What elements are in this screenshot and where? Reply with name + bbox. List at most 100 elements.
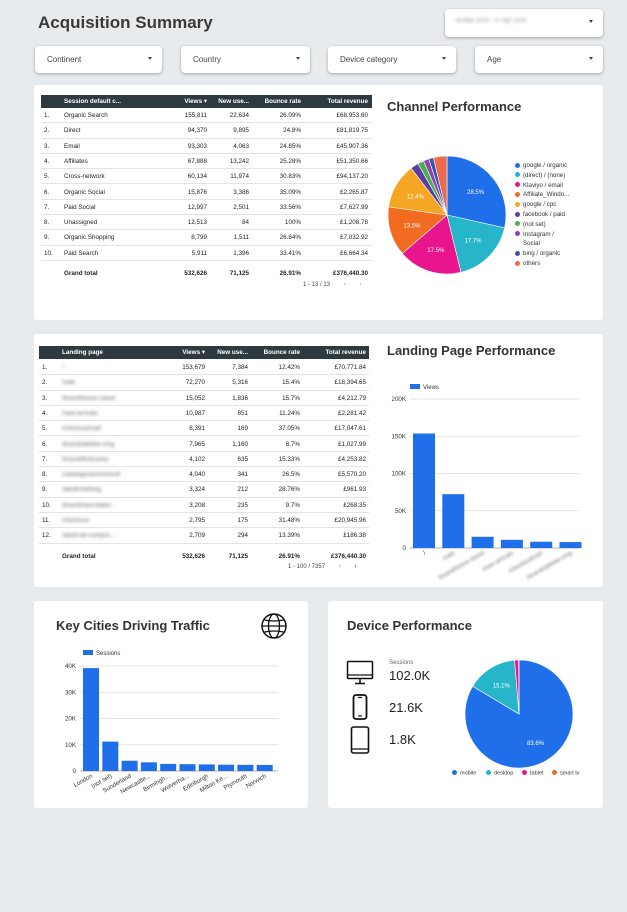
column-header[interactable]: New use... <box>218 98 249 105</box>
row-value: 94,370 <box>187 127 207 135</box>
device-performance-title: Device Performance <box>347 618 473 633</box>
bar[interactable] <box>218 764 235 771</box>
bar[interactable] <box>413 433 435 548</box>
row-value: 15.33% <box>278 455 300 463</box>
column-header[interactable]: Bounce rate <box>264 98 301 105</box>
next-page-icon[interactable]: › <box>359 282 362 288</box>
legend-item[interactable]: smart tv <box>552 770 580 777</box>
mobile-phone-icon <box>352 694 368 720</box>
bar[interactable] <box>160 763 177 771</box>
table-row[interactable]: 5. Cross-network 60,134 11,974 30.83% £94,137… <box>41 169 372 185</box>
table-row[interactable]: 5. /checkout/cart 8,391 169 37.05% £17,047.61 <box>39 421 369 437</box>
row-label: /checkout <box>62 517 89 524</box>
table-row[interactable]: 6. Organic Social 15,876 3,386 35.09% £2,265.… <box>41 185 372 200</box>
table-row[interactable]: 3. /brand/home-stand 15,052 1,836 15.7% £4,21… <box>39 391 369 406</box>
legend-item[interactable]: google / organic <box>515 162 567 169</box>
bar[interactable] <box>559 542 582 548</box>
table-row[interactable]: 4. /new-arrivals 10,987 851 11.24% £2,281.42 <box>39 406 369 422</box>
column-header[interactable]: New use... <box>217 349 248 356</box>
bar[interactable] <box>83 668 99 771</box>
row-value: £20,945.96 <box>334 517 366 524</box>
filter-age[interactable]: Age <box>475 46 603 73</box>
row-value: 24.8% <box>283 127 301 135</box>
bar[interactable] <box>179 764 196 771</box>
table-row[interactable]: 12. /adult-air-compre... 2,709 294 13.39% £18… <box>39 528 369 544</box>
bar[interactable] <box>198 764 215 771</box>
table-row[interactable]: 6. /brand/ablebe-ving 7,965 1,160 8.7% £1,027… <box>39 437 369 452</box>
table-row[interactable]: 1. / 153,679 7,384 12.42% £70,771.84 <box>39 360 369 376</box>
table-row[interactable]: 10. /brand/new-balan... 3,208 235 9.7% £268.3… <box>39 498 369 513</box>
legend-swatch <box>515 231 520 237</box>
table-row[interactable]: 2. Direct 94,370 9,895 24.8% £81,819.75 <box>41 123 372 139</box>
pie-slice[interactable] <box>401 214 462 275</box>
table-row[interactable]: 8. /catalogsearch/result 4,040 341 26.5% £5,5… <box>39 467 369 483</box>
row-value: 33.41% <box>279 249 301 257</box>
bar[interactable] <box>471 536 494 548</box>
legend-swatch <box>515 260 520 266</box>
legend-item[interactable]: others <box>515 260 540 267</box>
row-value: 5,911 <box>191 249 207 257</box>
table-row[interactable]: 3. Email 93,303 4,063 24.85% £45,907.36 <box>41 139 372 154</box>
bar[interactable] <box>256 764 273 771</box>
bar[interactable] <box>102 741 119 771</box>
column-header[interactable]: Landing page <box>62 349 103 356</box>
row-value: £17,047.61 <box>334 425 366 433</box>
row-value: £186.38 <box>343 532 366 540</box>
prev-page-icon[interactable]: ‹ <box>338 564 341 570</box>
pie-slice[interactable] <box>446 155 507 229</box>
legend-label: smart tv <box>560 770 580 777</box>
bar[interactable] <box>140 762 157 771</box>
legend-item[interactable]: Klaviyo / email <box>515 182 563 189</box>
table-row[interactable]: 8. Unassigned 12,513 84 100% £1,208.78 <box>41 215 372 231</box>
bar[interactable] <box>442 494 465 548</box>
row-value: 30.83% <box>279 173 301 181</box>
table-row[interactable]: 7. /brand/findcastry 4,102 635 15.33% £4,253.… <box>39 452 369 468</box>
row-value: 67,888 <box>187 157 207 165</box>
pie-slice[interactable] <box>433 155 448 216</box>
row-value: 9,895 <box>233 127 249 135</box>
column-header[interactable]: Session default c... <box>64 98 122 105</box>
legend-item[interactable]: desktop <box>486 770 513 777</box>
row-value: £2,265.87 <box>339 188 368 196</box>
x-tick-label: Norwich <box>245 772 268 790</box>
column-header[interactable]: Total revenue <box>327 98 368 105</box>
prev-page-icon[interactable]: ‹ <box>343 282 346 288</box>
legend-item[interactable]: tablet <box>522 770 543 777</box>
row-value: 635 <box>237 455 248 463</box>
table-row[interactable]: 10. Paid Search 5,911 1,396 33.41% £6,664.34 <box>41 246 372 261</box>
table-row[interactable]: 7. Paid Social 12,997 2,501 33.56% £7,627.99 <box>41 200 372 216</box>
legend-item[interactable]: mobile <box>452 770 476 777</box>
pie-slice[interactable] <box>446 214 505 273</box>
filter-continent[interactable]: Continent <box>35 46 162 73</box>
legend-item[interactable]: (direct) / (none) <box>515 172 565 179</box>
filter-country[interactable]: Country <box>181 46 310 73</box>
legend-item[interactable]: (not set) <box>515 221 546 228</box>
legend-item[interactable]: google / cpc <box>515 201 556 208</box>
bar[interactable] <box>237 764 254 771</box>
table-row[interactable]: 9. Organic Shopping 8,799 1,511 26.84% £7,032… <box>41 230 372 246</box>
table-row[interactable]: 9. /adult/clothing 3,324 212 28.76% £961.93 <box>39 482 369 498</box>
legend-item[interactable]: bing / organic <box>515 250 560 257</box>
next-page-icon[interactable]: › <box>354 564 357 570</box>
column-header[interactable]: Bounce rate <box>263 349 300 356</box>
legend-item[interactable]: Social <box>515 240 540 247</box>
pie-slice[interactable] <box>472 659 520 715</box>
column-header[interactable]: Views ▾ <box>184 98 207 105</box>
page-title: Acquisition Summary <box>38 13 213 32</box>
date-range-picker[interactable]: 18 Mar 2024 - 17 Apr 2024 <box>445 9 603 37</box>
legend-item[interactable]: Affiliate_Windo... <box>515 191 569 198</box>
legend-item[interactable]: facebook / paid <box>515 211 565 218</box>
bar[interactable] <box>530 541 553 548</box>
bar[interactable] <box>500 539 523 548</box>
table-row[interactable]: 2. /sale 72,270 5,316 15.4% £18,394.65 <box>39 375 369 391</box>
legend-item[interactable]: Instagram / <box>515 231 554 238</box>
row-value: 1,836 <box>232 394 248 402</box>
filter-device-category[interactable]: Device category <box>328 46 456 73</box>
table-row[interactable]: 4. Affiliates 67,888 13,242 25.28% £51,350.66 <box>41 154 372 170</box>
row-value: £5,570.20 <box>337 471 366 479</box>
table-row[interactable]: 1. Organic Search 155,811 22,634 26.09% £68,9… <box>41 108 372 124</box>
table-row[interactable]: 11. /checkout 2,795 175 31.48% £20,945.96 <box>39 513 369 529</box>
column-header[interactable]: Total revenue <box>325 349 366 356</box>
bar[interactable] <box>121 760 138 771</box>
column-header[interactable]: Views ▾ <box>182 349 205 356</box>
